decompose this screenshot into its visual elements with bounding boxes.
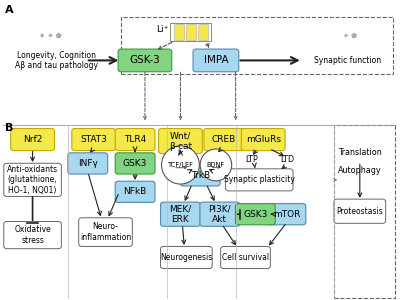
FancyBboxPatch shape [4,221,61,249]
FancyBboxPatch shape [118,49,172,72]
FancyBboxPatch shape [226,169,293,191]
Text: LTD: LTD [280,155,294,164]
FancyBboxPatch shape [170,23,211,41]
Text: GSK3: GSK3 [243,210,268,219]
FancyBboxPatch shape [236,204,275,225]
Text: A: A [5,5,14,15]
Text: B: B [5,123,13,133]
FancyBboxPatch shape [4,163,61,196]
Text: mTOR: mTOR [273,210,300,219]
Text: BDNF: BDNF [207,162,225,168]
Text: INFγ: INFγ [78,159,98,168]
FancyBboxPatch shape [79,218,132,247]
FancyBboxPatch shape [180,165,220,186]
Text: GSK-3: GSK-3 [130,56,160,65]
FancyBboxPatch shape [204,128,244,151]
Text: Translation: Translation [338,148,382,158]
Text: Li⁺: Li⁺ [156,25,169,34]
Text: Longevity, Cognition
Aβ and tau pathology: Longevity, Cognition Aβ and tau patholog… [15,51,98,70]
FancyBboxPatch shape [68,153,108,174]
Text: Anti-oxidants
(glutathione,
HO-1, NQ01): Anti-oxidants (glutathione, HO-1, NQ01) [7,165,58,195]
FancyBboxPatch shape [193,49,239,72]
FancyBboxPatch shape [115,153,155,174]
Text: CREB: CREB [212,135,236,144]
Text: ✦ ⬟: ✦ ⬟ [343,33,357,39]
Text: Nrf2: Nrf2 [23,135,42,144]
FancyBboxPatch shape [200,202,240,226]
Text: TLR4: TLR4 [124,135,146,144]
Ellipse shape [200,149,232,181]
Bar [198,24,208,40]
Text: STAT3: STAT3 [80,135,107,144]
FancyBboxPatch shape [158,128,202,154]
FancyBboxPatch shape [334,199,386,223]
FancyBboxPatch shape [115,128,155,151]
Text: Synaptic function: Synaptic function [314,56,382,65]
FancyBboxPatch shape [241,128,285,151]
Text: GSK3: GSK3 [123,159,147,168]
Text: PI3K/
Akt: PI3K/ Akt [208,205,231,224]
FancyBboxPatch shape [268,204,306,225]
FancyBboxPatch shape [160,202,200,226]
Text: NFkB: NFkB [124,187,147,196]
FancyBboxPatch shape [221,247,270,268]
FancyBboxPatch shape [72,128,116,151]
Text: Autophagy: Autophagy [338,167,382,176]
Text: Oxidative
stress: Oxidative stress [14,225,51,245]
Text: Cell survival: Cell survival [222,253,269,262]
Text: MEK/
ERK: MEK/ ERK [169,205,192,224]
Bar [186,24,196,40]
Text: IMPA: IMPA [204,56,228,65]
FancyBboxPatch shape [160,247,212,268]
Text: ♦ ✦ ⬟: ♦ ✦ ⬟ [39,33,62,39]
Ellipse shape [162,146,199,184]
Text: LTP: LTP [245,155,258,164]
Text: Synaptic plasticity: Synaptic plasticity [224,176,295,184]
FancyBboxPatch shape [11,128,54,151]
Text: mGluRs: mGluRs [246,135,281,144]
Text: TrkB: TrkB [190,171,210,180]
Text: Neurogenesis: Neurogenesis [160,253,212,262]
FancyBboxPatch shape [115,181,155,202]
Text: Neuro-
inflammation: Neuro- inflammation [80,222,131,242]
Bar [174,24,184,40]
Text: TCF/LEF: TCF/LEF [168,162,193,168]
Text: Proteostasis: Proteostasis [336,207,383,216]
Text: Wnt/
β-cat: Wnt/ β-cat [169,131,192,151]
